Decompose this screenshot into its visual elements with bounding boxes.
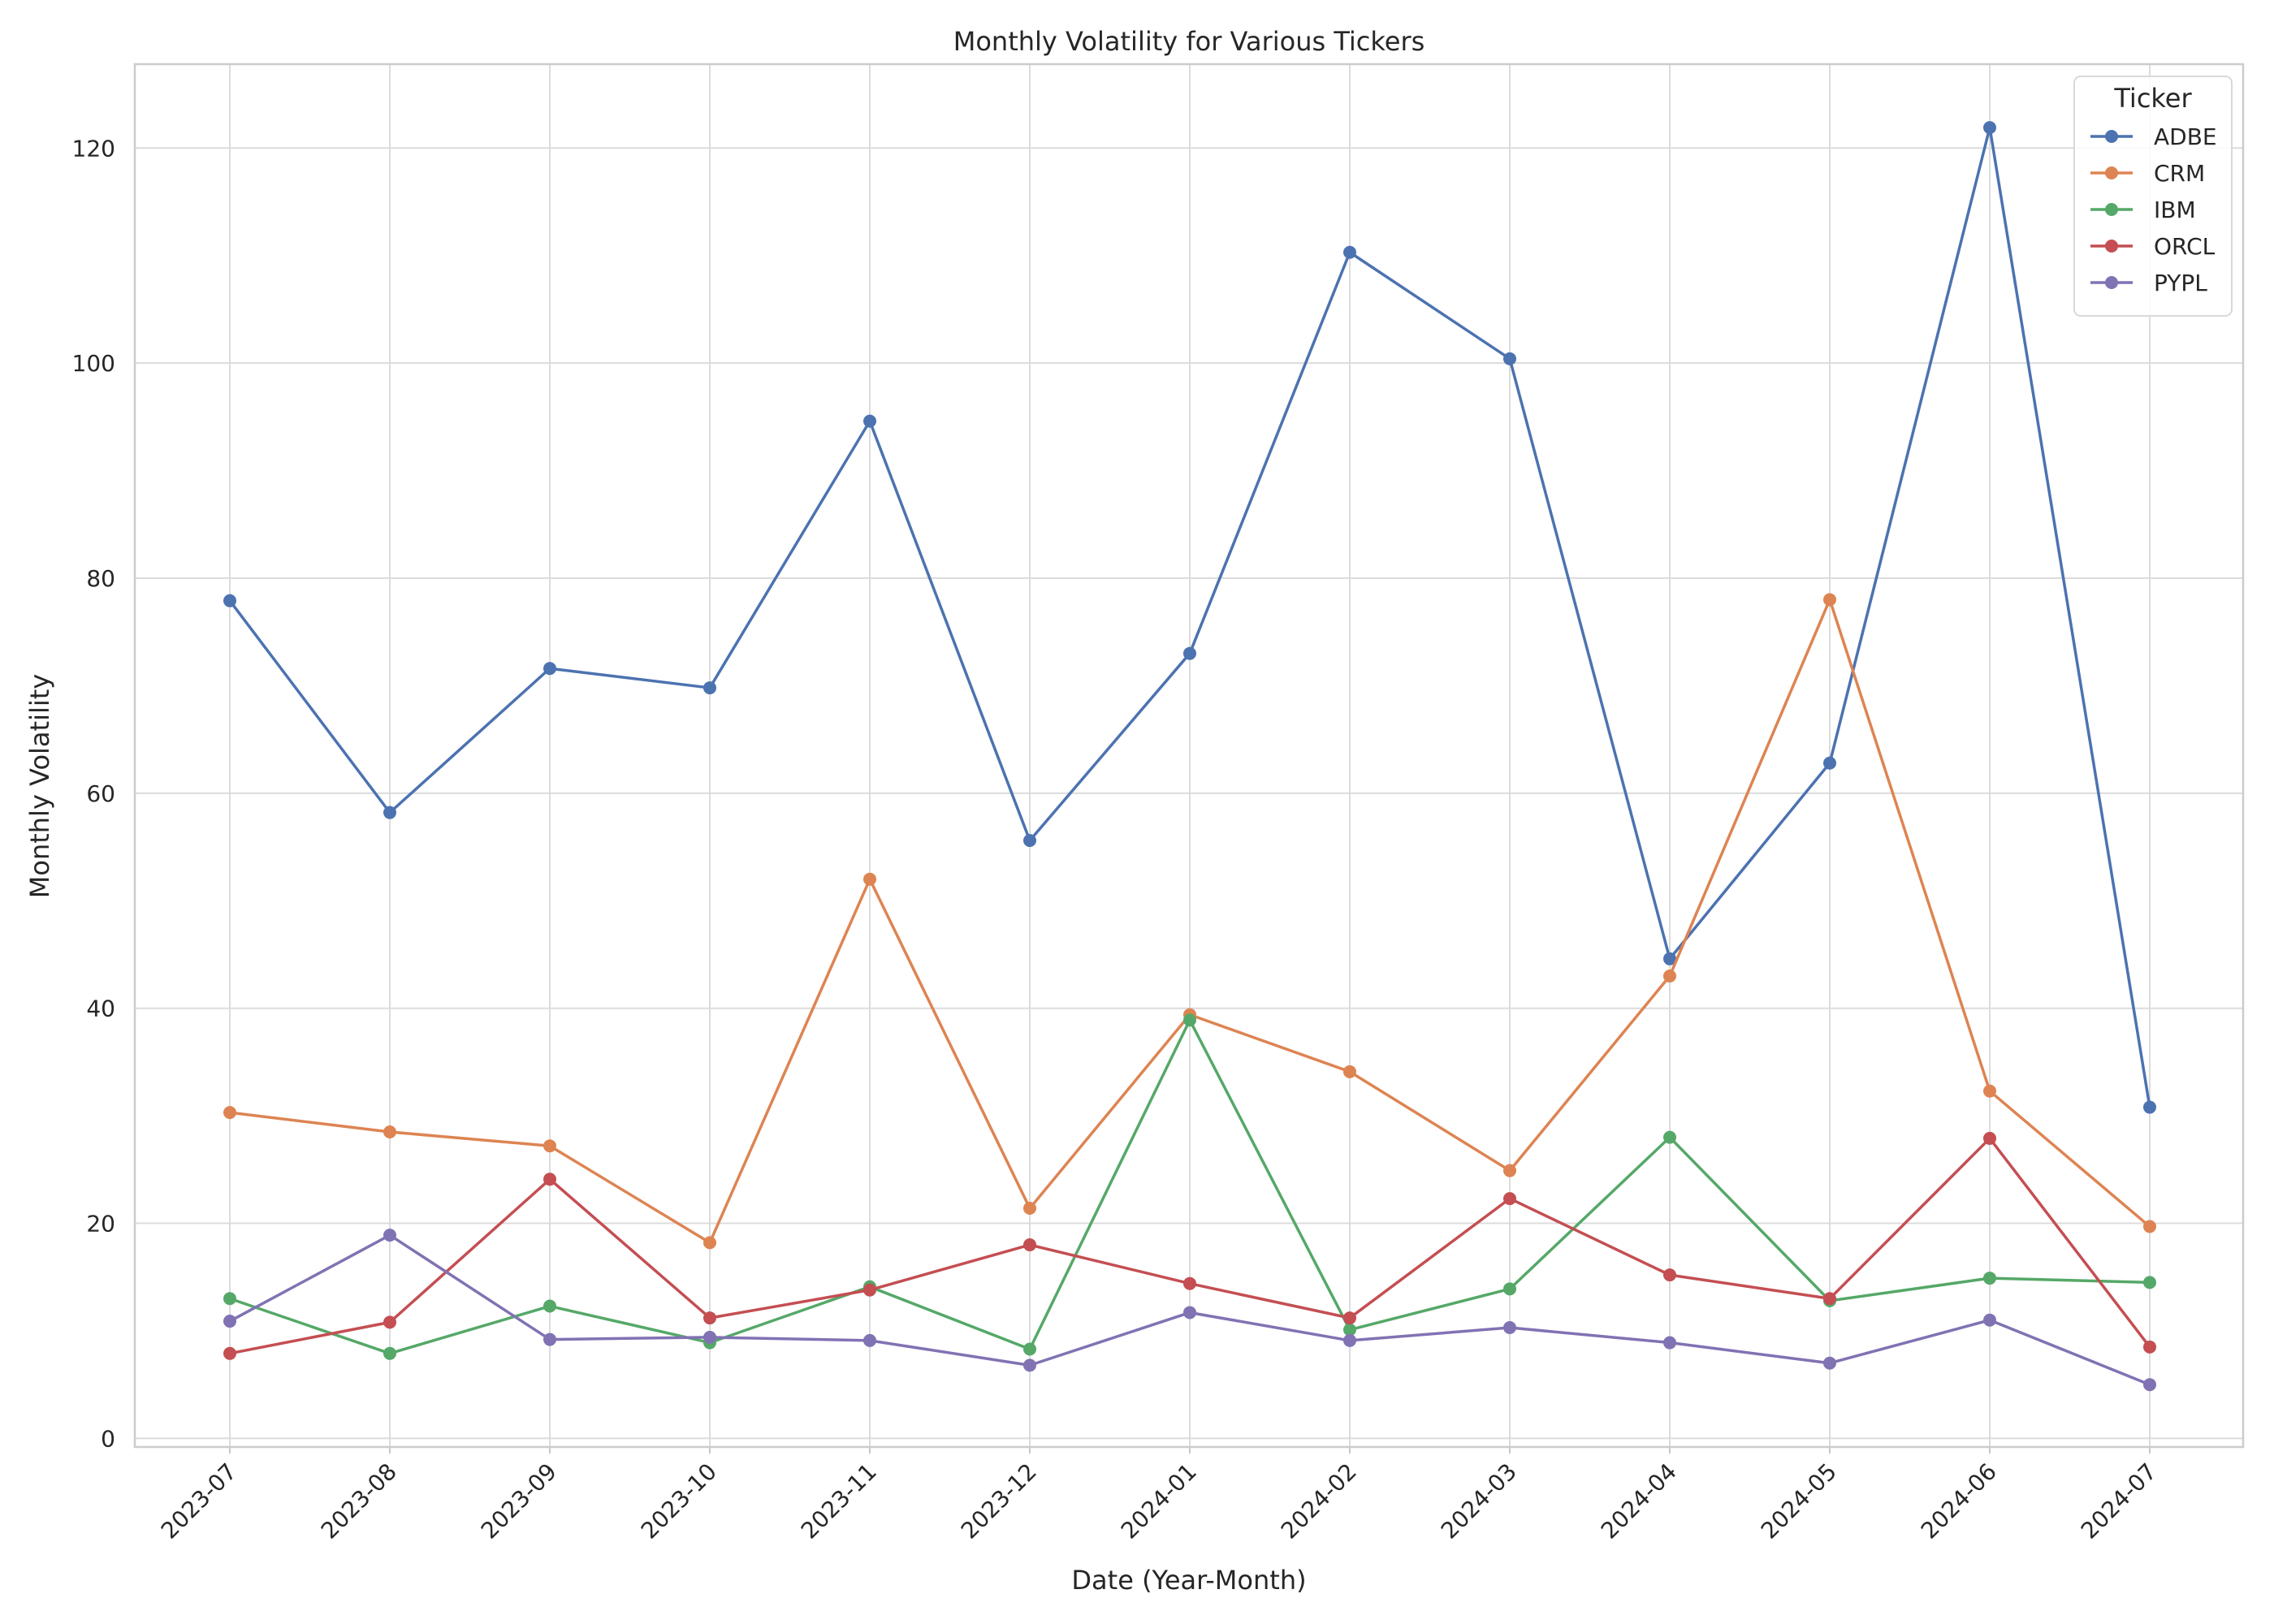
data-point [2143, 1340, 2156, 1354]
data-point [543, 1299, 556, 1313]
data-point [1023, 1342, 1036, 1356]
data-point [1983, 1131, 1996, 1145]
legend-label: PYPL [2154, 270, 2207, 296]
y-axis-title: Monthly Volatility [24, 674, 55, 898]
data-point [1343, 1333, 1356, 1347]
data-point [1183, 1276, 1196, 1290]
data-point [1823, 756, 1836, 770]
data-point [1663, 1130, 1676, 1144]
y-tick-label: 0 [101, 1425, 115, 1452]
y-tick-label: 100 [72, 350, 115, 377]
data-point [383, 1229, 396, 1242]
y-tick-label: 120 [72, 135, 115, 162]
data-point [703, 1311, 716, 1325]
data-point [383, 1125, 396, 1138]
series-adbe [223, 121, 2156, 1114]
data-point [543, 1173, 556, 1186]
series-pypl [223, 1229, 2156, 1392]
legend-swatch-marker [2105, 240, 2118, 253]
x-axis-title: Date (Year-Month) [1071, 1565, 1306, 1596]
data-point [703, 681, 716, 695]
data-point [543, 1139, 556, 1153]
data-point [1983, 1313, 1996, 1327]
legend-item: ADBE [2090, 123, 2217, 150]
data-point [1343, 1323, 1356, 1337]
legend-swatch-marker [2105, 276, 2118, 289]
data-point [1183, 1013, 1196, 1027]
y-tick-label: 80 [86, 565, 115, 592]
data-point [1983, 1084, 1996, 1098]
data-point [863, 872, 876, 886]
data-point [1183, 1306, 1196, 1320]
data-point [1663, 969, 1676, 983]
data-point [2143, 1276, 2156, 1289]
data-point [223, 594, 236, 607]
data-point [863, 414, 876, 428]
data-point [1023, 1358, 1036, 1372]
legend-item: PYPL [2090, 270, 2207, 296]
data-point [1503, 1164, 1516, 1177]
y-tick-label: 40 [86, 996, 115, 1022]
plot-frame [133, 63, 2245, 1449]
data-point [223, 1292, 236, 1306]
data-point [543, 1332, 556, 1346]
data-point [1183, 646, 1196, 660]
data-point [543, 662, 556, 676]
data-point [1823, 593, 1836, 607]
data-point [1503, 1321, 1516, 1335]
legend: Ticker ADBE CRM IBM ORCL PYPL [2073, 76, 2233, 317]
data-point [1023, 834, 1036, 848]
y-tick-label: 20 [86, 1211, 115, 1237]
data-point [223, 1346, 236, 1360]
data-point [1823, 1292, 1836, 1306]
data-point [223, 1106, 236, 1120]
data-point [2143, 1100, 2156, 1114]
data-point [863, 1283, 876, 1297]
data-point [383, 806, 396, 819]
legend-swatch-marker [2105, 166, 2118, 179]
data-point [1343, 1065, 1356, 1078]
data-point [1983, 1272, 1996, 1285]
data-point [383, 1346, 396, 1360]
data-point [2143, 1220, 2156, 1233]
chart-title: Monthly Volatility for Various Tickers [953, 26, 1425, 57]
data-point [703, 1236, 716, 1250]
legend-swatch-marker [2105, 203, 2118, 216]
data-point [1503, 352, 1516, 365]
series-orcl [223, 1131, 2156, 1360]
data-point [1023, 1202, 1036, 1216]
legend-label: CRM [2154, 160, 2205, 187]
data-point [1663, 1268, 1676, 1282]
data-point [1343, 245, 1356, 259]
data-point [703, 1330, 716, 1344]
data-point [1823, 1356, 1836, 1370]
data-point [1023, 1238, 1036, 1252]
data-point [1503, 1192, 1516, 1206]
legend-title: Ticker [2113, 83, 2192, 114]
data-point [223, 1315, 236, 1328]
legend-label: ADBE [2154, 123, 2217, 150]
y-tick-label: 60 [86, 780, 115, 807]
data-point [863, 1333, 876, 1347]
data-point [383, 1315, 396, 1329]
legend-item: IBM [2090, 197, 2196, 223]
legend-label: ORCL [2154, 233, 2216, 260]
legend-swatch-marker [2105, 130, 2118, 143]
legend-item: ORCL [2090, 233, 2216, 260]
data-point [1343, 1311, 1356, 1325]
legend-item: CRM [2090, 160, 2205, 187]
data-point [1663, 1336, 1676, 1350]
data-point [1503, 1282, 1516, 1296]
data-point [1663, 952, 1676, 965]
data-point [2143, 1378, 2156, 1392]
legend-label: IBM [2154, 197, 2196, 223]
data-point [1983, 121, 1996, 135]
